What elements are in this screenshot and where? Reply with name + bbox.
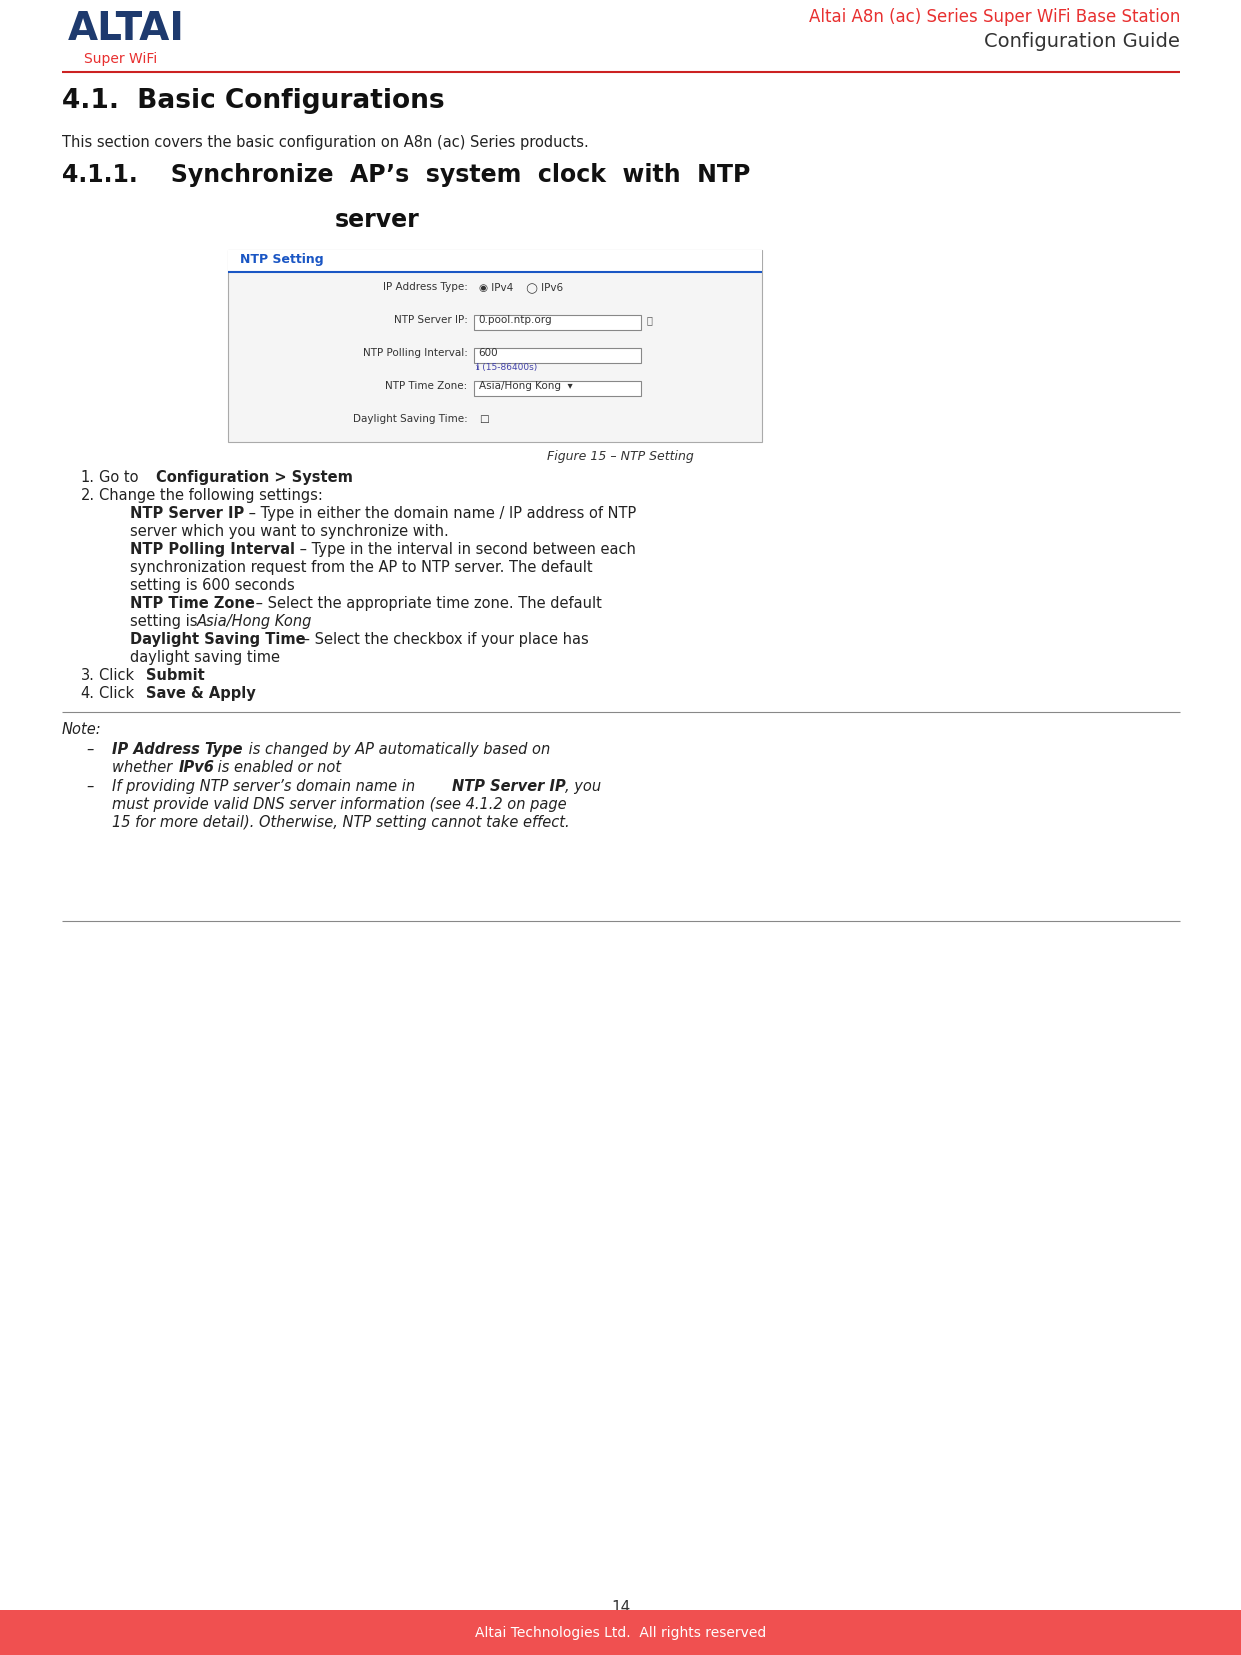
Text: If providing NTP server’s domain name in: If providing NTP server’s domain name in xyxy=(112,780,419,794)
Text: ℹ (15-86400s): ℹ (15-86400s) xyxy=(477,362,537,372)
Text: 1.: 1. xyxy=(81,470,94,485)
Text: Asia/Hong Kong  ▾: Asia/Hong Kong ▾ xyxy=(479,381,572,391)
Text: Configuration Guide: Configuration Guide xyxy=(984,31,1180,51)
Text: 14: 14 xyxy=(611,1600,630,1615)
Text: Figure 15 – NTP Setting: Figure 15 – NTP Setting xyxy=(547,450,694,463)
Text: setting is: setting is xyxy=(130,614,202,629)
Text: NTP Server IP: NTP Server IP xyxy=(130,506,244,521)
Text: Note:: Note: xyxy=(62,723,102,738)
Text: 3.: 3. xyxy=(81,669,94,684)
Text: Configuration > System: Configuration > System xyxy=(156,470,354,485)
Text: is changed by AP automatically based on: is changed by AP automatically based on xyxy=(244,741,551,758)
Text: daylight saving time: daylight saving time xyxy=(130,650,280,665)
Bar xyxy=(474,381,642,396)
Text: Go to: Go to xyxy=(99,470,144,485)
Text: –: – xyxy=(87,741,94,758)
Text: 4.1.1.    Synchronize  AP’s  system  clock  with  NTP: 4.1.1. Synchronize AP’s system clock wit… xyxy=(62,162,751,187)
Text: Click: Click xyxy=(99,687,139,702)
Text: 0.pool.ntp.org: 0.pool.ntp.org xyxy=(479,314,552,324)
Text: NTP Server IP: NTP Server IP xyxy=(452,780,566,794)
Text: must provide valid DNS server information (see 4.1.2 on page: must provide valid DNS server informatio… xyxy=(112,798,566,813)
Text: □: □ xyxy=(479,414,489,424)
Text: NTP Time Zone:: NTP Time Zone: xyxy=(385,381,468,391)
Text: server which you want to synchronize with.: server which you want to synchronize wit… xyxy=(130,525,449,540)
Text: 2.: 2. xyxy=(81,488,94,503)
Bar xyxy=(228,250,762,271)
Text: IP Address Type: IP Address Type xyxy=(112,741,242,758)
Text: – Select the appropriate time zone. The default: – Select the appropriate time zone. The … xyxy=(251,596,602,611)
Text: Click: Click xyxy=(99,669,139,684)
Text: Asia/Hong Kong: Asia/Hong Kong xyxy=(197,614,313,629)
Text: Daylight Saving Time:: Daylight Saving Time: xyxy=(352,414,468,424)
Text: 15 for more detail). Otherwise, NTP setting cannot take effect.: 15 for more detail). Otherwise, NTP sett… xyxy=(112,816,570,831)
Text: ALTAI: ALTAI xyxy=(68,10,185,48)
Text: NTP Polling Interval: NTP Polling Interval xyxy=(130,541,295,558)
Text: synchronization request from the AP to NTP server. The default: synchronization request from the AP to N… xyxy=(130,559,593,574)
Text: – Select the checkbox if your place has: – Select the checkbox if your place has xyxy=(298,632,588,647)
Bar xyxy=(474,348,642,362)
Text: This section covers the basic configuration on A8n (ac) Series products.: This section covers the basic configurat… xyxy=(62,136,588,151)
Text: NTP Time Zone: NTP Time Zone xyxy=(130,596,256,611)
Text: Change the following settings:: Change the following settings: xyxy=(99,488,323,503)
Text: NTP Server IP:: NTP Server IP: xyxy=(393,314,468,324)
Text: IP Address Type:: IP Address Type: xyxy=(382,281,468,291)
Text: NTP Setting: NTP Setting xyxy=(241,253,324,266)
Bar xyxy=(474,314,642,329)
Text: Daylight Saving Time: Daylight Saving Time xyxy=(130,632,305,647)
Text: 600: 600 xyxy=(479,348,498,357)
Text: is enabled or not: is enabled or not xyxy=(213,760,341,775)
Text: Save & Apply: Save & Apply xyxy=(146,687,256,702)
Text: Super WiFi: Super WiFi xyxy=(84,51,158,66)
Text: –: – xyxy=(87,780,94,794)
Text: Altai Technologies Ltd.  All rights reserved: Altai Technologies Ltd. All rights reser… xyxy=(475,1625,766,1640)
Text: – Type in either the domain name / IP address of NTP: – Type in either the domain name / IP ad… xyxy=(244,506,637,521)
Text: , you: , you xyxy=(565,780,601,794)
Text: 📎: 📎 xyxy=(647,314,652,324)
Text: ◉ IPv4    ◯ IPv6: ◉ IPv4 ◯ IPv6 xyxy=(479,281,562,293)
Text: whether: whether xyxy=(112,760,176,775)
Text: IPv6: IPv6 xyxy=(179,760,215,775)
Text: server: server xyxy=(335,209,419,232)
Text: – Type in the interval in second between each: – Type in the interval in second between… xyxy=(295,541,637,558)
Bar xyxy=(0,1610,1241,1655)
Text: 4.: 4. xyxy=(81,687,94,702)
Text: NTP Polling Interval:: NTP Polling Interval: xyxy=(362,348,468,357)
Text: 4.1.  Basic Configurations: 4.1. Basic Configurations xyxy=(62,88,444,114)
Text: Altai A8n (ac) Series Super WiFi Base Station: Altai A8n (ac) Series Super WiFi Base St… xyxy=(809,8,1180,26)
Text: setting is 600 seconds: setting is 600 seconds xyxy=(130,578,295,592)
Text: Submit: Submit xyxy=(146,669,205,684)
FancyBboxPatch shape xyxy=(228,250,762,442)
